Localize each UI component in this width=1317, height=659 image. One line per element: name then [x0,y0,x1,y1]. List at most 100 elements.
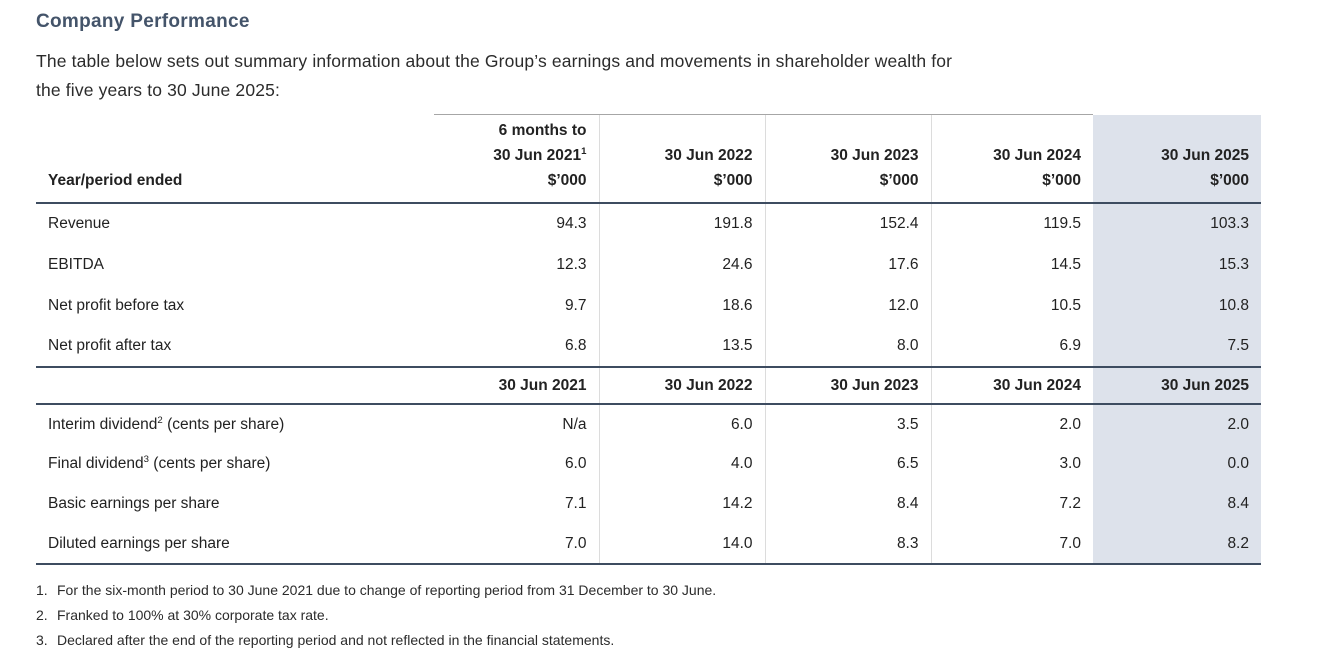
value-cell: 10.5 [930,285,1093,326]
value-cell: 7.0 [930,524,1093,565]
row-label: Net profit after tax [36,326,434,368]
value-cell: 152.4 [764,203,931,244]
table-row-revenue: Revenue 94.3 191.8 152.4 119.5 103.3 [36,203,1261,244]
value-cell: 6.5 [764,444,931,484]
value-cell: 2.0 [930,404,1093,444]
col-header2-2025-highlight: 30 Jun 2025 [1093,367,1261,405]
value-cell: 3.5 [764,404,931,444]
value-cell: 14.2 [598,484,765,524]
row-label: Diluted earnings per share [36,524,434,565]
header-line-unit: $’000 [547,172,587,189]
footnote-number: 3. [36,632,48,648]
header-line-unit: $’000 [1210,172,1249,189]
value-cell-highlight: 8.2 [1093,524,1261,565]
page-title: Company Performance [36,11,250,32]
value-cell: 6.0 [598,404,765,444]
company-performance-table: Year/period ended 6 months to 30 Jun 202… [36,114,1261,565]
header-line-date: 30 Jun 2025 [1161,147,1249,164]
col-header2-2024: 30 Jun 2024 [930,367,1093,405]
header-line-top: 6 months to [498,122,587,139]
col-header-2024: 30 Jun 2024 $’000 [930,114,1093,204]
value-cell-highlight: 2.0 [1093,404,1261,444]
footnote-ref-3: 3 [143,453,149,465]
row-label: EBITDA [48,255,104,273]
intro-paragraph: The table below sets out summary informa… [36,47,1261,105]
value-cell: 4.0 [598,444,765,484]
intro-line-1: The table below sets out summary informa… [36,51,953,71]
table-row-interim-dividend: Interim dividend2 (cents per share) N/a … [36,404,1261,444]
col-header2-2023: 30 Jun 2023 [764,367,931,405]
footnote-3: 3. Declared after the end of the reporti… [36,628,1261,653]
value-cell: 17.6 [764,244,931,285]
value-cell: 8.0 [764,326,931,368]
value-cell: 9.7 [564,296,587,314]
table-row-basic-eps: Basic earnings per share 7.1 14.2 8.4 7.… [36,484,1261,524]
value-cell: 7.0 [434,524,599,565]
footnotes: 1. For the six-month period to 30 June 2… [36,578,1261,653]
value-cell: 6.8 [434,326,599,368]
table-header-secondary: 30 Jun 2021 30 Jun 2022 30 Jun 2023 30 J… [36,367,1261,405]
header-line-unit: $’000 [713,172,753,189]
footnote-text: For the six-month period to 30 June 2021… [57,582,717,598]
header-line-date: 30 Jun 20211 [493,145,587,164]
value-cell: 14.0 [598,524,765,565]
header-line-date: 30 Jun 2024 [993,147,1081,164]
row-label: Interim dividend2 (cents per share) [48,414,285,433]
col-header2-2021: 30 Jun 2021 [434,367,599,405]
header-line-date: 30 Jun 2022 [664,147,753,164]
footnote-text: Declared after the end of the reporting … [57,632,615,648]
col-header-6m-2021: 6 months to 30 Jun 20211 $’000 [434,114,599,204]
row-label: Basic earnings per share [48,495,220,512]
row-label: Final dividend3 (cents per share) [48,453,271,472]
col-header-empty [36,367,434,405]
col-header-2023: 30 Jun 2023 $’000 [764,114,931,204]
footnote-2: 2. Franked to 100% at 30% corporate tax … [36,603,1261,628]
table-header-primary: Year/period ended 6 months to 30 Jun 202… [36,114,1261,204]
col-header-2025-highlight: 30 Jun 2025 $’000 [1093,114,1261,204]
value-cell: 12.3 [556,255,587,273]
value-cell: 7.2 [930,484,1093,524]
header-line-unit: $’000 [1042,172,1081,189]
col-header-2022: 30 Jun 2022 $’000 [598,114,765,204]
row-label: Revenue [48,215,111,232]
table-row-ebitda: EBITDA 12.3 24.6 17.6 14.5 15.3 [36,244,1261,285]
value-cell: 8.4 [764,484,931,524]
footnote-number: 2. [36,607,48,623]
value-cell-highlight: 7.5 [1093,326,1261,368]
table-row-final-dividend: Final dividend3 (cents per share) 6.0 4.… [36,444,1261,484]
header-line-date: 30 Jun 2023 [830,147,919,164]
value-cell: 6.9 [930,326,1093,368]
value-cell: 6.0 [564,455,587,472]
value-cell: 94.3 [556,215,587,232]
footnote-ref-1: 1 [581,145,587,157]
value-cell: 12.0 [764,285,931,326]
value-cell-highlight: 8.4 [1093,484,1261,524]
footnote-number: 1. [36,582,48,598]
value-cell: N/a [562,415,587,433]
table-row-diluted-eps: Diluted earnings per share 7.0 14.0 8.3 … [36,524,1261,565]
value-cell: 18.6 [598,285,765,326]
table-row-net-profit-before-tax: Net profit before tax 9.7 18.6 12.0 10.5… [36,285,1261,326]
col-header-year-period: Year/period ended [36,114,434,204]
value-cell-highlight: 15.3 [1093,244,1261,285]
value-cell-highlight: 103.3 [1093,203,1261,244]
value-cell: 14.5 [930,244,1093,285]
value-cell: 3.0 [930,444,1093,484]
value-cell: 24.6 [598,244,765,285]
intro-line-2: the five years to 30 June 2025: [36,80,280,100]
value-cell: 119.5 [930,203,1093,244]
col-header2-2022: 30 Jun 2022 [598,367,765,405]
value-cell: 8.3 [764,524,931,565]
table-row-net-profit-after-tax: Net profit after tax 6.8 13.5 8.0 6.9 7.… [36,326,1261,368]
footnote-ref-2: 2 [157,414,163,426]
value-cell: 191.8 [598,203,765,244]
header-line-unit: $’000 [879,172,919,189]
value-cell-highlight: 0.0 [1093,444,1261,484]
row-label: Net profit before tax [48,296,185,314]
value-cell: 13.5 [598,326,765,368]
value-cell-highlight: 10.8 [1093,285,1261,326]
footnote-text: Franked to 100% at 30% corporate tax rat… [57,607,329,623]
footnote-1: 1. For the six-month period to 30 June 2… [36,578,1261,603]
value-cell: 7.1 [564,495,587,512]
